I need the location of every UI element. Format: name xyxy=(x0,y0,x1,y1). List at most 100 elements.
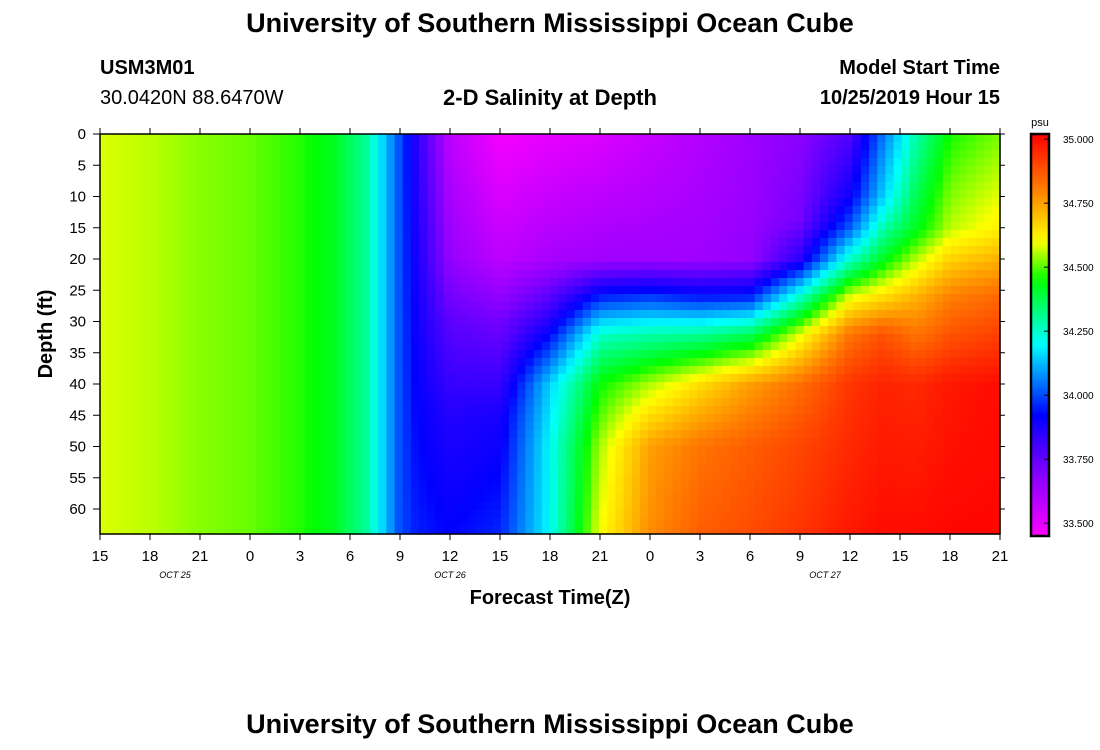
heatmap-cell xyxy=(312,462,322,471)
heatmap-cell xyxy=(533,166,543,175)
heatmap-cell xyxy=(550,318,559,327)
heatmap-cell xyxy=(721,478,731,487)
heatmap-cell xyxy=(582,262,592,271)
heatmap-cell xyxy=(345,502,355,511)
heatmap-cell xyxy=(214,502,224,511)
heatmap-cell xyxy=(558,326,567,335)
heatmap-cell xyxy=(541,422,551,431)
heatmap-cell xyxy=(860,526,870,535)
heatmap-cell xyxy=(869,382,878,391)
heatmap-cell xyxy=(271,222,281,231)
heatmap-cell xyxy=(190,286,199,295)
heatmap-cell xyxy=(206,502,216,511)
heatmap-cell xyxy=(296,286,306,295)
heatmap-cell xyxy=(312,238,322,247)
heatmap-cell xyxy=(566,230,576,239)
heatmap-cell xyxy=(288,166,297,175)
heatmap-cell xyxy=(640,414,649,423)
heatmap-cell xyxy=(181,182,191,191)
heatmap-cell xyxy=(230,398,240,407)
heatmap-cell xyxy=(910,286,919,295)
heatmap-cell xyxy=(329,470,338,479)
heatmap-cell xyxy=(255,206,265,215)
heatmap-cell xyxy=(852,302,862,311)
heatmap-cell xyxy=(214,486,224,495)
heatmap-cell xyxy=(132,470,142,479)
heatmap-cell xyxy=(615,246,625,255)
heatmap-cell xyxy=(165,334,175,343)
heatmap-cell xyxy=(378,182,387,191)
heatmap-cell xyxy=(779,270,788,279)
heatmap-cell xyxy=(607,414,617,423)
heatmap-cell xyxy=(312,422,322,431)
heatmap-cell xyxy=(599,334,608,343)
heatmap-cell xyxy=(206,406,216,415)
heatmap-cell xyxy=(370,278,379,287)
heatmap-cell xyxy=(239,502,248,511)
heatmap-cell xyxy=(443,438,453,447)
heatmap-cell xyxy=(877,190,887,199)
heatmap-cell xyxy=(165,358,175,367)
heatmap-cell xyxy=(820,462,829,471)
heatmap-cell xyxy=(435,494,445,503)
heatmap-cell xyxy=(541,318,551,327)
heatmap-cell xyxy=(680,302,690,311)
heatmap-cell xyxy=(370,142,379,151)
heatmap-cell xyxy=(648,182,657,191)
heatmap-cell xyxy=(910,214,919,223)
heatmap-cell xyxy=(124,366,134,375)
heatmap-cell xyxy=(623,502,633,511)
heatmap-cell xyxy=(623,342,633,351)
heatmap-cell xyxy=(623,174,633,183)
heatmap-cell xyxy=(165,286,175,295)
heatmap-cell xyxy=(394,334,404,343)
heatmap-cell xyxy=(730,134,739,143)
heatmap-cell xyxy=(230,158,240,167)
heatmap-cell xyxy=(427,462,437,471)
heatmap-cell xyxy=(378,438,387,447)
heatmap-cell xyxy=(803,318,813,327)
heatmap-cell xyxy=(623,422,633,431)
heatmap-cell xyxy=(320,150,330,159)
heatmap-cell xyxy=(869,190,878,199)
heatmap-cell xyxy=(877,366,887,375)
heatmap-cell xyxy=(828,358,837,367)
heatmap-cell xyxy=(198,446,207,455)
heatmap-cell xyxy=(435,190,445,199)
heatmap-cell xyxy=(705,358,715,367)
heatmap-cell xyxy=(770,302,780,311)
heatmap-cell xyxy=(132,222,142,231)
heatmap-cell xyxy=(607,326,617,335)
heatmap-cell xyxy=(255,190,265,199)
heatmap-cell xyxy=(705,134,715,143)
heatmap-cell xyxy=(574,198,584,207)
heatmap-cell xyxy=(779,494,788,503)
heatmap-cell xyxy=(280,158,289,167)
heatmap-cell xyxy=(877,158,887,167)
heatmap-cell xyxy=(280,286,289,295)
heatmap-cell xyxy=(427,366,437,375)
heatmap-cell xyxy=(320,166,330,175)
heatmap-cell xyxy=(304,198,314,207)
heatmap-cell xyxy=(582,238,592,247)
heatmap-cell xyxy=(811,142,821,151)
heatmap-cell xyxy=(378,334,387,343)
heatmap-cell xyxy=(525,350,535,359)
heatmap-cell xyxy=(910,406,919,415)
heatmap-cell xyxy=(705,150,715,159)
heatmap-cell xyxy=(468,510,477,519)
heatmap-cell xyxy=(206,470,216,479)
heatmap-cell xyxy=(828,502,837,511)
heatmap-cell xyxy=(672,342,682,351)
heatmap-cell xyxy=(165,342,175,351)
heatmap-cell xyxy=(656,270,666,279)
heatmap-cell xyxy=(721,438,731,447)
heatmap-cell xyxy=(492,446,502,455)
heatmap-cell xyxy=(239,526,248,535)
heatmap-cell xyxy=(345,390,355,399)
heatmap-cell xyxy=(108,342,117,351)
heatmap-cell xyxy=(288,430,297,439)
heatmap-cell xyxy=(656,422,666,431)
heatmap-cell xyxy=(230,286,240,295)
heatmap-cell xyxy=(149,158,158,167)
